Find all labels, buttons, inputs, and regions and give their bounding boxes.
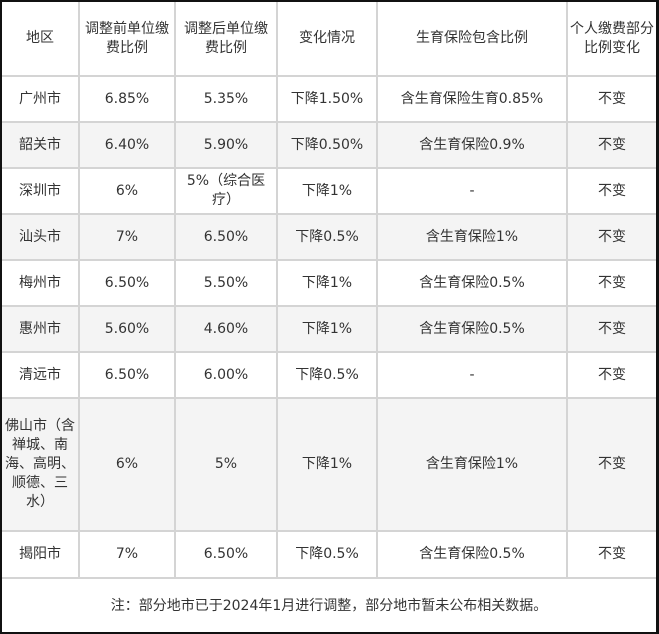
table-cell: 5% — [174, 397, 278, 532]
table-cell: 下降1% — [276, 259, 378, 307]
table-cell: 6.40% — [78, 121, 176, 169]
table-cell: 6.00% — [174, 351, 278, 399]
table-cell: 不变 — [566, 75, 656, 123]
table-cell: 含生育保险1% — [376, 397, 568, 532]
table-cell: - — [376, 167, 568, 215]
table-row: 惠州市 5.60% 4.60% 下降1% 含生育保险0.5% 不变 — [2, 305, 656, 353]
column-header: 地区 — [2, 2, 80, 77]
table-cell: 含生育保险0.5% — [376, 530, 568, 579]
table-cell: 4.60% — [174, 305, 278, 353]
table-cell: 6% — [78, 397, 176, 532]
table-cell: 含生育保险1% — [376, 213, 568, 261]
table-cell: 下降1% — [276, 305, 378, 353]
table-row: 韶关市 6.40% 5.90% 下降0.50% 含生育保险0.9% 不变 — [2, 121, 656, 169]
column-header: 生育保险包含比例 — [376, 2, 568, 77]
table-cell: 6.50% — [174, 213, 278, 261]
table-row: 清远市 6.50% 6.00% 下降0.5% - 不变 — [2, 351, 656, 399]
table-row: 揭阳市 7% 6.50% 下降0.5% 含生育保险0.5% 不变 — [2, 530, 656, 579]
table-cell: 5.60% — [78, 305, 176, 353]
table-cell: 6.50% — [174, 530, 278, 579]
table-cell: 下降1% — [276, 167, 378, 215]
table-cell: 6% — [78, 167, 176, 215]
table-cell: 6.85% — [78, 75, 176, 123]
table-cell: 不变 — [566, 167, 656, 215]
table-cell: 不变 — [566, 305, 656, 353]
table-cell: 广州市 — [2, 75, 80, 123]
table-cell: 不变 — [566, 121, 656, 169]
table-cell: 不变 — [566, 213, 656, 261]
table-note: 注：部分地市已于2024年1月进行调整，部分地市暂未公布相关数据。 — [2, 577, 656, 632]
table-cell: 含生育保险0.5% — [376, 305, 568, 353]
table-cell: 含生育保险生育0.85% — [376, 75, 568, 123]
table-row: 汕头市 7% 6.50% 下降0.5% 含生育保险1% 不变 — [2, 213, 656, 261]
table-cell: 7% — [78, 530, 176, 579]
column-header: 调整前单位缴费比例 — [78, 2, 176, 77]
table-cell: 下降0.5% — [276, 351, 378, 399]
table-cell: 下降1% — [276, 397, 378, 532]
table-row: 深圳市 6% 5%（综合医疗） 下降1% - 不变 — [2, 167, 656, 215]
table-cell: 不变 — [566, 351, 656, 399]
table-cell: 5.90% — [174, 121, 278, 169]
table-row: 梅州市 6.50% 5.50% 下降1% 含生育保险0.5% 不变 — [2, 259, 656, 307]
table-cell: 韶关市 — [2, 121, 80, 169]
table-row: 广州市 6.85% 5.35% 下降1.50% 含生育保险生育0.85% 不变 — [2, 75, 656, 123]
table-cell: 不变 — [566, 259, 656, 307]
table-cell: 惠州市 — [2, 305, 80, 353]
table-cell: 深圳市 — [2, 167, 80, 215]
table-cell: 含生育保险0.5% — [376, 259, 568, 307]
column-header: 个人缴费部分比例变化 — [566, 2, 656, 77]
table-cell: 梅州市 — [2, 259, 80, 307]
table-cell: 佛山市（含禅城、南海、高明、顺德、三水） — [2, 397, 80, 532]
column-header: 调整后单位缴费比例 — [174, 2, 278, 77]
table-cell: 下降0.5% — [276, 530, 378, 579]
table-cell: 揭阳市 — [2, 530, 80, 579]
table-cell: 5.50% — [174, 259, 278, 307]
table-cell: 下降0.5% — [276, 213, 378, 261]
table-cell: 汕头市 — [2, 213, 80, 261]
table-cell: 下降0.50% — [276, 121, 378, 169]
table-cell: 清远市 — [2, 351, 80, 399]
table-cell: - — [376, 351, 568, 399]
header-row: 地区 调整前单位缴费比例 调整后单位缴费比例 变化情况 生育保险包含比例 个人缴费部分比例… — [2, 2, 656, 77]
note-row: 注：部分地市已于2024年1月进行调整，部分地市暂未公布相关数据。 — [2, 577, 656, 632]
table-cell: 含生育保险0.9% — [376, 121, 568, 169]
table-cell: 下降1.50% — [276, 75, 378, 123]
table-cell: 6.50% — [78, 351, 176, 399]
table-cell: 不变 — [566, 397, 656, 532]
table-row: 佛山市（含禅城、南海、高明、顺德、三水） 6% 5% 下降1% 含生育保险1% 不变 — [2, 397, 656, 532]
table-cell: 5%（综合医疗） — [174, 167, 278, 215]
table-cell: 7% — [78, 213, 176, 261]
table-cell: 5.35% — [174, 75, 278, 123]
table-cell: 不变 — [566, 530, 656, 579]
table-cell: 6.50% — [78, 259, 176, 307]
column-header: 变化情况 — [276, 2, 378, 77]
